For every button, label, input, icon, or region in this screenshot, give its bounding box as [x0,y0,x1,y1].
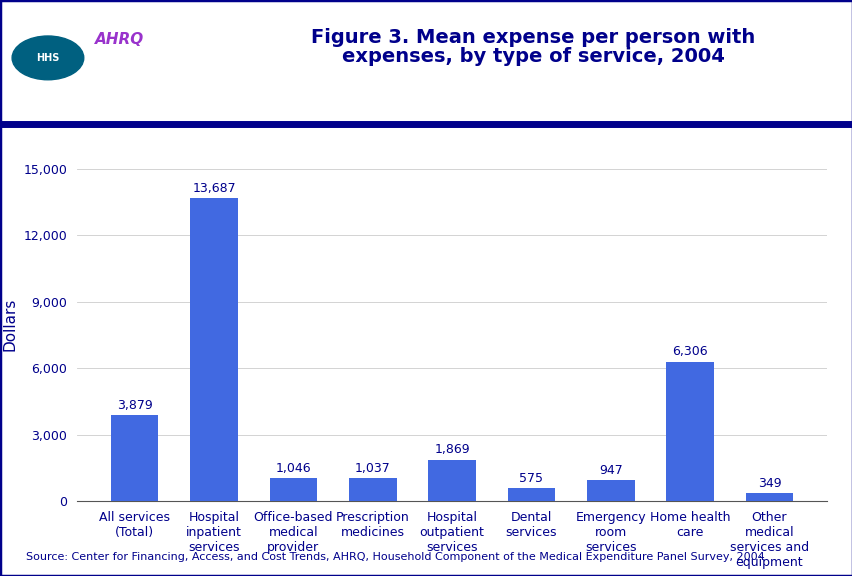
Bar [428,460,475,501]
Text: HHS: HHS [36,53,60,63]
Bar [190,198,238,501]
Text: Source: Center for Financing, Access, and Cost Trends, AHRQ, Household Component: Source: Center for Financing, Access, an… [26,552,763,562]
Text: expenses, by type of service, 2004: expenses, by type of service, 2004 [342,47,723,66]
Bar [586,480,634,501]
Bar [745,494,792,501]
Text: 6,306: 6,306 [671,345,707,358]
Bar [111,415,158,501]
Text: 1,869: 1,869 [434,444,469,456]
Bar [348,478,396,501]
Text: AHRQ: AHRQ [95,32,144,47]
Circle shape [12,36,83,80]
Text: 575: 575 [519,472,543,485]
Text: 349: 349 [757,477,780,490]
Text: 3,879: 3,879 [117,399,153,412]
Y-axis label: Dollars: Dollars [3,297,18,351]
Bar [269,478,317,501]
Bar [665,362,713,501]
Text: 1,046: 1,046 [275,461,311,475]
Bar [507,488,555,501]
Text: Advancing
Excellence in
Health Care: Advancing Excellence in Health Care [95,57,145,87]
Text: 1,037: 1,037 [354,462,390,475]
Text: 13,687: 13,687 [192,182,236,195]
Text: Figure 3. Mean expense per person with: Figure 3. Mean expense per person with [311,28,754,47]
Text: 947: 947 [598,464,622,477]
